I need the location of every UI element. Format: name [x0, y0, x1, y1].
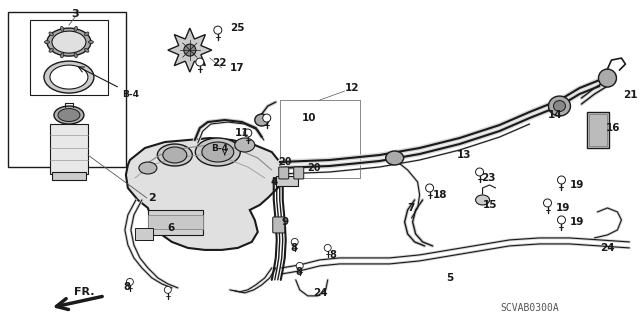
Bar: [50, 124, 88, 174]
Text: B-4: B-4: [211, 144, 228, 152]
Ellipse shape: [49, 32, 53, 36]
FancyBboxPatch shape: [273, 217, 285, 233]
Text: 20: 20: [308, 163, 321, 173]
Ellipse shape: [44, 41, 49, 44]
Text: 8: 8: [296, 267, 303, 277]
Text: 5: 5: [446, 273, 453, 283]
Polygon shape: [168, 28, 212, 72]
Circle shape: [263, 114, 271, 122]
Text: 20: 20: [278, 157, 291, 167]
Ellipse shape: [44, 61, 94, 93]
Text: FR.: FR.: [74, 287, 95, 297]
Bar: [52, 172, 86, 180]
Text: 19: 19: [570, 217, 584, 227]
Circle shape: [557, 176, 566, 184]
Bar: [8, 12, 126, 167]
Polygon shape: [126, 138, 282, 250]
Bar: [148, 215, 203, 229]
Ellipse shape: [61, 26, 64, 31]
Text: 8: 8: [291, 243, 298, 253]
Text: 11: 11: [236, 128, 250, 138]
Circle shape: [557, 216, 566, 224]
Ellipse shape: [74, 26, 77, 31]
Circle shape: [244, 129, 252, 137]
Bar: [148, 210, 203, 235]
Text: 19: 19: [570, 180, 584, 190]
Text: 19: 19: [556, 203, 570, 213]
Text: 14: 14: [547, 110, 562, 120]
Text: 9: 9: [282, 217, 289, 227]
Text: 18: 18: [433, 190, 447, 200]
Ellipse shape: [49, 48, 53, 52]
Ellipse shape: [195, 138, 240, 166]
Text: 21: 21: [623, 90, 638, 100]
Circle shape: [126, 278, 133, 286]
Bar: [30, 20, 108, 95]
Bar: [589, 114, 607, 146]
Circle shape: [296, 263, 303, 270]
FancyBboxPatch shape: [294, 167, 304, 179]
Bar: [135, 228, 153, 240]
Ellipse shape: [84, 32, 89, 36]
Text: 13: 13: [456, 150, 471, 160]
Text: 22: 22: [212, 58, 227, 68]
Ellipse shape: [163, 147, 187, 163]
Ellipse shape: [88, 41, 93, 44]
Ellipse shape: [255, 114, 269, 126]
Circle shape: [214, 26, 222, 34]
Bar: [588, 112, 609, 148]
Text: 25: 25: [230, 23, 244, 33]
FancyBboxPatch shape: [279, 167, 289, 179]
Ellipse shape: [202, 142, 234, 162]
Text: 23: 23: [481, 173, 496, 183]
Ellipse shape: [74, 53, 77, 58]
Circle shape: [426, 184, 434, 192]
Ellipse shape: [386, 151, 404, 165]
Ellipse shape: [61, 53, 64, 58]
Ellipse shape: [235, 138, 255, 152]
Circle shape: [324, 244, 331, 251]
Text: 12: 12: [345, 83, 359, 93]
Ellipse shape: [50, 65, 88, 89]
Ellipse shape: [554, 100, 566, 112]
Text: 8: 8: [330, 250, 337, 260]
Text: 17: 17: [230, 63, 244, 73]
Text: 3: 3: [71, 9, 79, 19]
Ellipse shape: [548, 96, 570, 116]
Circle shape: [291, 238, 298, 245]
Text: 7: 7: [407, 203, 415, 213]
Text: 4: 4: [270, 177, 278, 187]
Ellipse shape: [58, 108, 80, 122]
Ellipse shape: [52, 31, 86, 53]
Text: 15: 15: [483, 200, 497, 210]
Text: 10: 10: [301, 113, 316, 123]
Ellipse shape: [47, 28, 91, 56]
Text: SCVAB0300A: SCVAB0300A: [500, 303, 559, 313]
Bar: [276, 176, 298, 186]
Circle shape: [184, 44, 196, 56]
Text: 8: 8: [123, 282, 130, 292]
Text: 6: 6: [168, 223, 175, 233]
Ellipse shape: [157, 144, 193, 166]
Ellipse shape: [598, 69, 616, 87]
Text: 2: 2: [148, 193, 156, 203]
Circle shape: [476, 168, 484, 176]
Circle shape: [164, 286, 172, 293]
Text: 24: 24: [600, 243, 615, 253]
Text: 16: 16: [605, 123, 620, 133]
Ellipse shape: [139, 162, 157, 174]
Circle shape: [543, 199, 552, 207]
Text: B-4: B-4: [122, 90, 139, 99]
Ellipse shape: [54, 106, 84, 124]
Circle shape: [196, 58, 204, 66]
Ellipse shape: [84, 48, 89, 52]
Ellipse shape: [476, 195, 490, 205]
Text: 24: 24: [313, 288, 327, 298]
